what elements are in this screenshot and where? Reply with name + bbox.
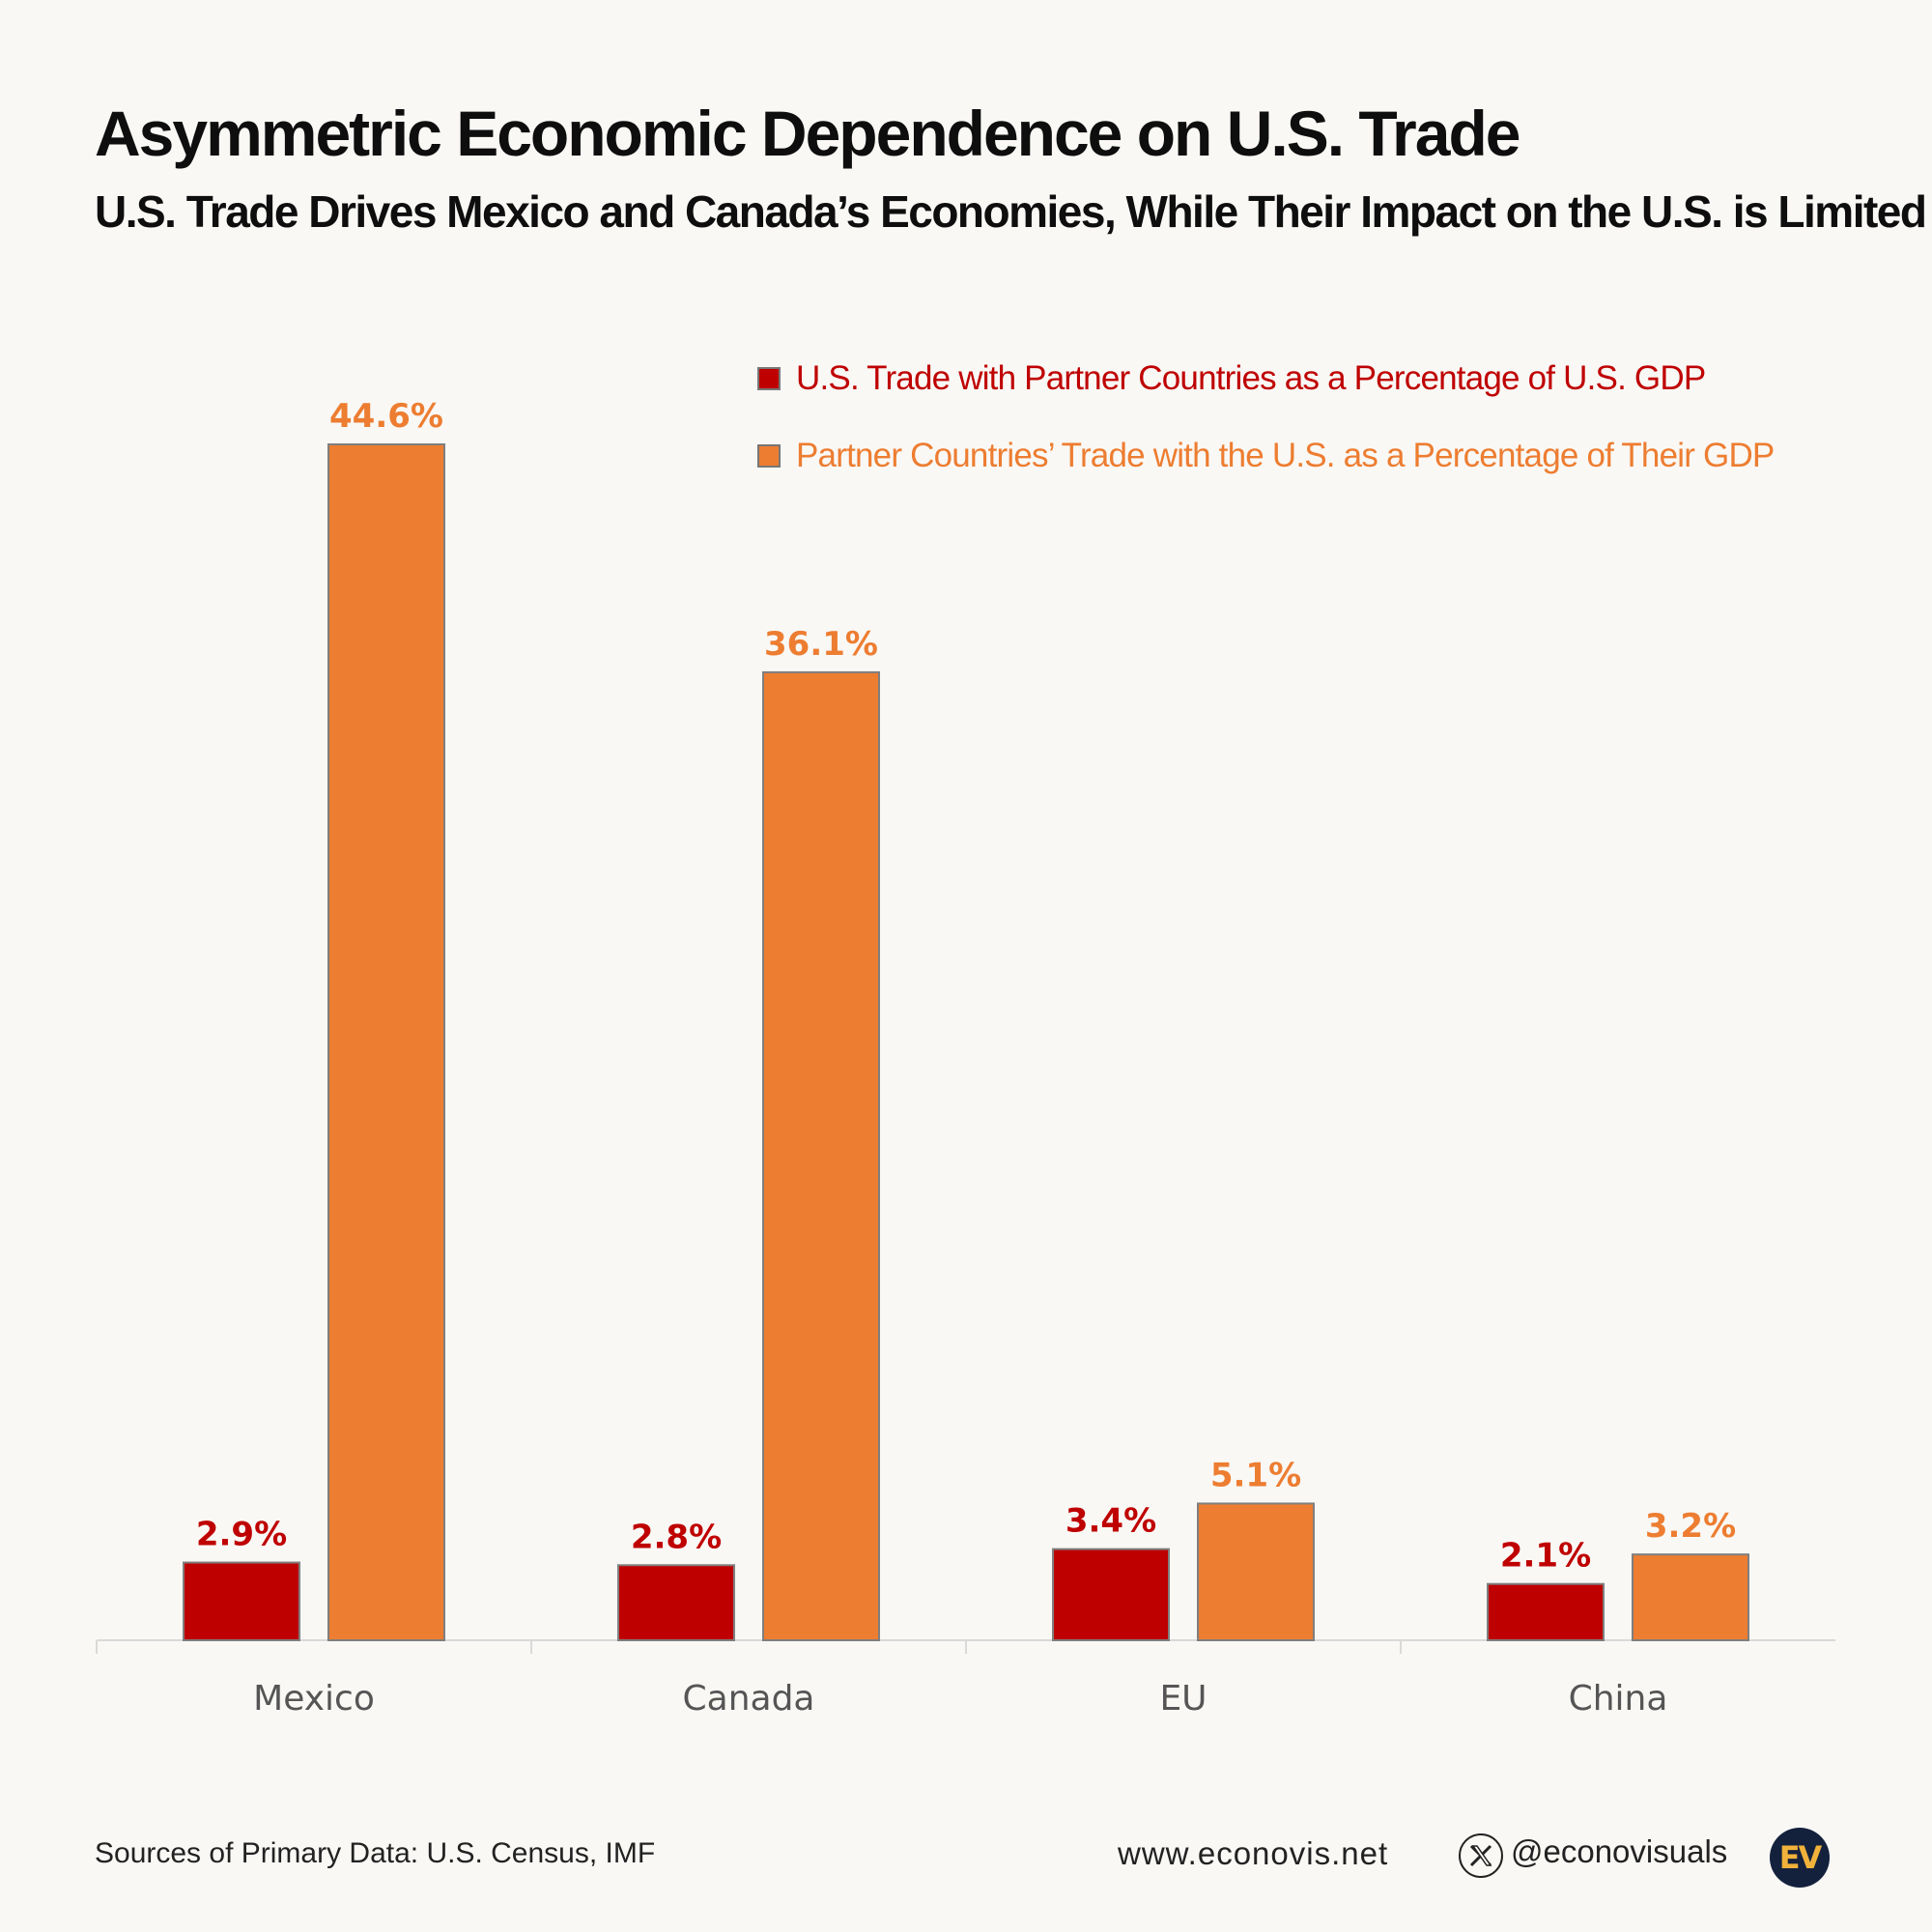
website-link[interactable]: www.econovis.net <box>1118 1835 1389 1871</box>
legend: U.S. Trade with Partner Countries as a P… <box>757 340 1775 495</box>
legend-label-us-gdp: U.S. Trade with Partner Countries as a P… <box>796 359 1706 397</box>
data-label-canada-series-2: 36.1% <box>764 625 878 664</box>
bar-eu-series-1 <box>1052 1548 1170 1641</box>
data-label-china-series-1: 2.1% <box>1500 1537 1591 1576</box>
ev-logo: EV <box>1770 1828 1830 1888</box>
category-label-eu: EU <box>1159 1679 1207 1719</box>
category-label-mexico: Mexico <box>253 1679 375 1719</box>
data-label-mexico-series-1: 2.9% <box>196 1516 287 1554</box>
bar-mexico-series-2 <box>327 443 445 1641</box>
bar-eu-series-2 <box>1197 1502 1315 1641</box>
x-logo-glyph <box>1469 1844 1492 1867</box>
chart-title: Asymmetric Economic Dependence on U.S. T… <box>95 98 1520 169</box>
bar-mexico-series-1 <box>183 1561 300 1641</box>
legend-item-us-gdp: U.S. Trade with Partner Countries as a P… <box>757 340 1774 417</box>
data-label-eu-series-1: 3.4% <box>1065 1502 1156 1541</box>
legend-swatch-partner-gdp <box>757 444 781 468</box>
chart-subtitle: U.S. Trade Drives Mexico and Canada’s Ec… <box>95 186 1927 237</box>
bar-china-series-2 <box>1632 1553 1749 1642</box>
legend-item-partner-gdp: Partner Countries’ Trade with the U.S. a… <box>757 417 1775 495</box>
legend-swatch-us-gdp <box>757 367 781 390</box>
bar-china-series-1 <box>1487 1582 1605 1641</box>
source-note: Sources of Primary Data: U.S. Census, IM… <box>95 1837 656 1869</box>
bar-canada-series-1 <box>617 1564 735 1642</box>
x-icon[interactable] <box>1459 1833 1503 1878</box>
data-label-mexico-series-2: 44.6% <box>329 397 443 436</box>
data-label-eu-series-2: 5.1% <box>1210 1456 1301 1494</box>
legend-label-partner-gdp: Partner Countries’ Trade with the U.S. a… <box>796 437 1775 474</box>
category-label-canada: Canada <box>683 1679 815 1719</box>
ev-logo-text: EV <box>1778 1839 1823 1876</box>
data-label-canada-series-1: 2.8% <box>631 1518 722 1556</box>
bar-chart: 2.9% 44.6% Mexico 2.8% 36.1% Canada 3.4% 5.1% EU… <box>96 397 1835 1719</box>
social-handle[interactable]: @econovisuals <box>1511 1833 1728 1869</box>
data-label-china-series-2: 3.2% <box>1645 1507 1736 1546</box>
category-label-china: China <box>1569 1679 1668 1719</box>
bar-canada-series-2 <box>762 670 880 1641</box>
